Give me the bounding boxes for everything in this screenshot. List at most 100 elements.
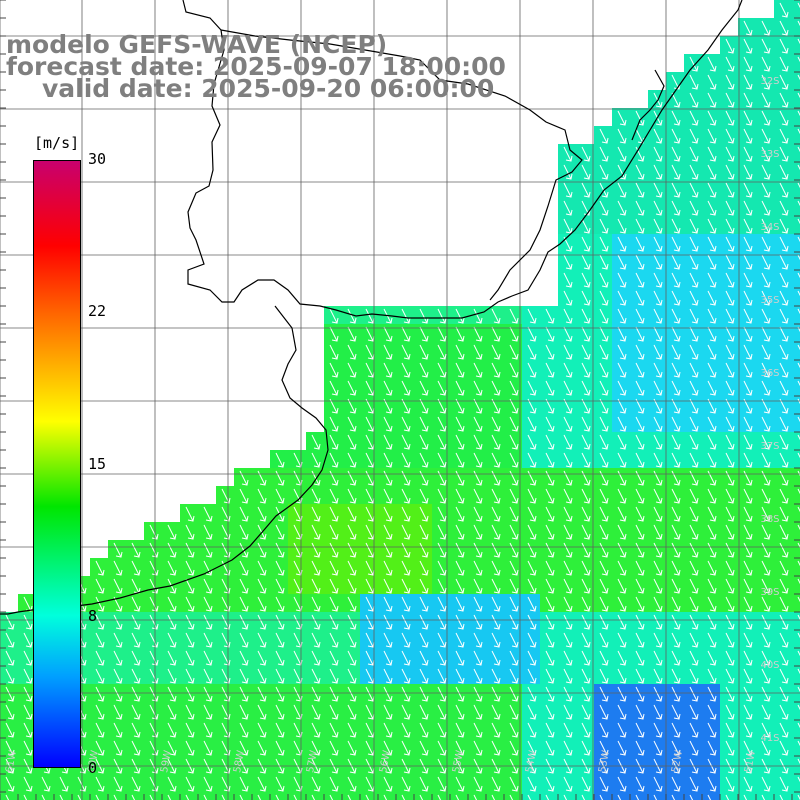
wind-arrow bbox=[149, 542, 158, 558]
wind-arrow-head bbox=[601, 785, 609, 792]
wind-arrow-head bbox=[169, 731, 177, 738]
wind-arrow bbox=[401, 632, 410, 648]
wind-arrow bbox=[149, 650, 158, 666]
wind-arrow-head bbox=[583, 245, 591, 252]
wind-arrow bbox=[599, 128, 608, 144]
wind-arrow-head bbox=[745, 425, 753, 432]
wind-arrow-head bbox=[781, 155, 789, 162]
wind-arrow bbox=[797, 272, 800, 279]
wind-arrow-head bbox=[475, 461, 483, 468]
wind-arrow bbox=[707, 164, 716, 180]
wind-arrow-head bbox=[439, 659, 447, 666]
wind-arrow-head bbox=[619, 263, 627, 270]
wind-arrow bbox=[365, 380, 374, 396]
wind-arrow-head bbox=[385, 515, 393, 522]
wind-arrow-head bbox=[673, 623, 681, 630]
wind-arrow bbox=[347, 578, 356, 594]
wind-arrow bbox=[725, 92, 734, 108]
wind-arrow bbox=[113, 542, 122, 558]
wind-arrow bbox=[491, 470, 500, 486]
wind-arrow bbox=[671, 578, 680, 594]
wind-arrow-head bbox=[529, 317, 537, 324]
wind-arrow-head bbox=[529, 731, 537, 738]
wind-arrow bbox=[347, 794, 352, 800]
wind-arrow bbox=[419, 470, 428, 486]
wind-cell bbox=[792, 504, 800, 523]
wind-arrow-head bbox=[331, 443, 339, 450]
wind-arrow bbox=[383, 326, 392, 342]
wind-arrow bbox=[797, 542, 800, 549]
wind-arrow-head bbox=[565, 587, 573, 594]
wind-arrow bbox=[491, 380, 500, 396]
wind-arrow bbox=[653, 416, 662, 432]
wind-arrow bbox=[599, 542, 608, 558]
wind-arrow-head bbox=[547, 749, 555, 756]
wind-arrow-head bbox=[673, 101, 681, 108]
wind-arrow-head bbox=[781, 605, 789, 612]
wind-arrow-head bbox=[727, 191, 735, 198]
wind-arrow bbox=[581, 344, 590, 360]
wind-cell bbox=[522, 792, 541, 800]
wind-arrow-head bbox=[349, 425, 357, 432]
wind-arrow-head bbox=[241, 533, 249, 540]
wind-arrow bbox=[617, 578, 626, 594]
wind-arrow-head bbox=[637, 263, 645, 270]
longitude-label: 54W bbox=[524, 749, 539, 773]
wind-arrow-head bbox=[709, 101, 717, 108]
wind-arrow-head bbox=[709, 623, 717, 630]
wind-arrow-head bbox=[673, 677, 681, 684]
wind-arrow-head bbox=[673, 425, 681, 432]
wind-arrow-head bbox=[349, 443, 357, 450]
wind-cell bbox=[180, 792, 199, 800]
wind-arrow bbox=[725, 128, 734, 144]
wind-arrow-head bbox=[223, 533, 231, 540]
wind-arrow-head bbox=[277, 785, 285, 792]
wind-arrow bbox=[293, 794, 298, 800]
wind-arrow-head bbox=[133, 551, 141, 558]
wind-arrow bbox=[545, 632, 554, 648]
wind-arrow bbox=[347, 560, 356, 576]
wind-cell bbox=[288, 792, 307, 800]
wind-cell bbox=[792, 540, 800, 559]
wind-arrow bbox=[545, 596, 554, 612]
wind-arrow bbox=[41, 794, 46, 800]
wind-arrow bbox=[635, 200, 644, 216]
wind-arrow bbox=[329, 416, 338, 432]
wind-arrow bbox=[797, 344, 800, 351]
wind-arrow bbox=[437, 596, 446, 612]
wind-arrow bbox=[113, 578, 122, 594]
wind-arrow-head bbox=[25, 659, 33, 666]
wind-arrow bbox=[203, 614, 212, 630]
wind-arrow bbox=[383, 452, 392, 468]
wind-arrow-head bbox=[241, 479, 249, 486]
wind-arrow bbox=[401, 434, 410, 450]
wind-arrow bbox=[617, 344, 626, 360]
wind-arrow bbox=[437, 488, 446, 504]
wind-arrow bbox=[257, 542, 266, 558]
wind-arrow bbox=[761, 56, 770, 72]
wind-arrow-head bbox=[331, 677, 339, 684]
wind-arrow-head bbox=[439, 407, 447, 414]
wind-arrow bbox=[689, 704, 698, 720]
wind-arrow bbox=[365, 326, 374, 342]
wind-arrow-head bbox=[763, 641, 771, 648]
wind-arrow-head bbox=[655, 713, 663, 720]
wind-cell bbox=[666, 792, 685, 800]
wind-arrow bbox=[5, 650, 14, 666]
wind-arrow bbox=[509, 596, 518, 612]
wind-arrow-head bbox=[421, 605, 429, 612]
wind-arrow bbox=[167, 722, 176, 738]
wind-arrow bbox=[743, 686, 752, 702]
wind-arrow-head bbox=[421, 587, 429, 594]
wind-arrow-head bbox=[781, 389, 789, 396]
wind-arrow bbox=[671, 704, 680, 720]
wind-arrow bbox=[707, 506, 716, 522]
wind-arrow-head bbox=[691, 641, 699, 648]
wind-arrow bbox=[311, 650, 320, 666]
wind-arrow-head bbox=[475, 641, 483, 648]
wind-arrow-head bbox=[511, 371, 519, 378]
wind-arrow bbox=[473, 524, 482, 540]
wind-arrow-head bbox=[151, 623, 159, 630]
wind-arrow-head bbox=[781, 335, 789, 342]
